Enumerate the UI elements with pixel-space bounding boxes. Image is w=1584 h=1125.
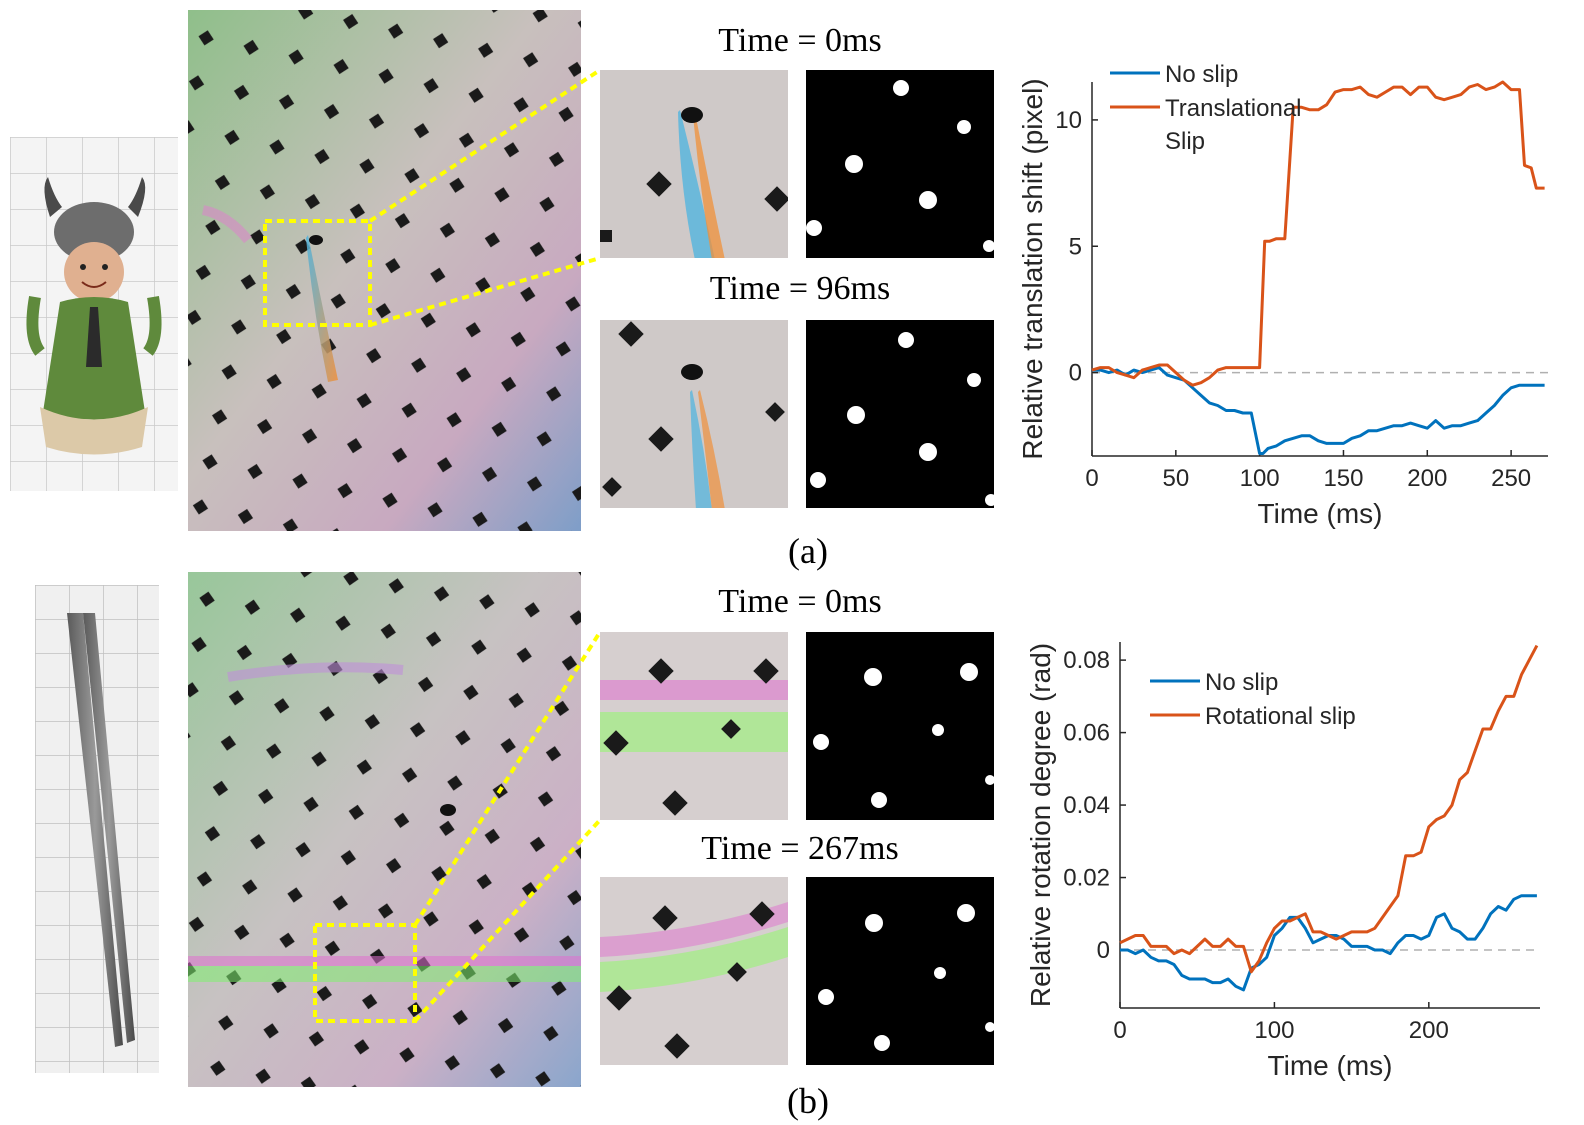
viking-figurine-icon [10,137,178,491]
translation-shift-chart: 0 50 100 150 200 250 0 5 10 Time (ms) Relative tra… [1017,61,1548,529]
tweezers-photo [35,585,159,1073]
viking-figurine-photo [10,137,178,491]
connector-line-a-bottom [369,256,601,327]
time-label-b-t267: Time = 267ms [701,830,899,867]
x-axis-label: Time (ms) [1268,1050,1393,1081]
highlight-box-a [263,219,372,327]
series-line-no-slip [1092,366,1545,455]
x-axis-label: Time (ms) [1258,498,1383,529]
time-label-a-t0: Time = 0ms [718,22,882,59]
dot-marker-pattern-b [188,572,581,1087]
y-tick-label: 0 [1069,360,1082,387]
x-tick-label: 0 [1113,1017,1126,1044]
legend-label: No slip [1165,61,1238,88]
x-tick-label: 200 [1409,1017,1449,1044]
x-tick-label: 250 [1491,465,1531,492]
zoom-crop-a-t96 [600,320,788,508]
legend-label: No slip [1205,669,1278,696]
x-tick-label: 0 [1085,465,1098,492]
series-line-no-slip [1120,894,1537,992]
connector-line-b-bottom [413,818,602,1023]
zoom-crop-b-t267 [600,877,788,1065]
zoom-crop-b-t0 [600,632,788,820]
rotation-degree-chart: 0 100 200 0 0.02 0.04 0.06 0.08 Time (ms) Relativ… [1025,642,1540,1081]
y-tick-label: 0.06 [1063,720,1110,747]
x-tick-label: 100 [1240,465,1280,492]
x-tick-label: 100 [1254,1017,1294,1044]
y-tick-label: 5 [1069,233,1082,260]
series-line-slip [1119,644,1539,974]
tweezers-icon [35,585,159,1073]
y-tick-label: 0.08 [1063,647,1110,674]
zoom-crop-a-t0 [600,70,788,258]
legend-label-line: Slip [1165,128,1205,155]
panel-caption-b: (b) [787,1081,829,1121]
x-tick-label: 50 [1162,465,1189,492]
connector-line-b-top [413,630,602,927]
legend-label: Rotational slip [1205,703,1356,730]
time-label-a-t96: Time = 96ms [709,270,891,307]
highlight-box-b [313,923,417,1023]
binary-mask-a-t96 [806,320,994,508]
dot-marker-pattern-a [188,10,581,531]
y-tick-label: 10 [1055,107,1082,134]
panel-caption-a: (a) [788,531,828,571]
tactile-sensor-image-a [188,10,581,531]
x-tick-label: 200 [1407,465,1447,492]
binary-mask-b-t0 [806,632,994,820]
y-tick-label: 0 [1097,937,1110,964]
y-tick-label: 0.02 [1063,865,1110,892]
y-axis-label: Relative rotation degree (rad) [1025,643,1056,1007]
tactile-sensor-image-b [188,572,581,1087]
x-tick-label: 150 [1323,465,1363,492]
binary-mask-b-t267 [806,877,994,1065]
legend-label: Translational Slip [1165,95,1302,155]
legend-label-line: Translational [1165,95,1302,122]
y-tick-label: 0.04 [1063,792,1110,819]
connector-line-a-top [368,68,602,223]
time-label-b-t0: Time = 0ms [718,583,882,620]
binary-mask-a-t0 [806,70,994,258]
y-axis-label: Relative translation shift (pixel) [1017,78,1048,459]
series-line-slip [1091,80,1545,387]
